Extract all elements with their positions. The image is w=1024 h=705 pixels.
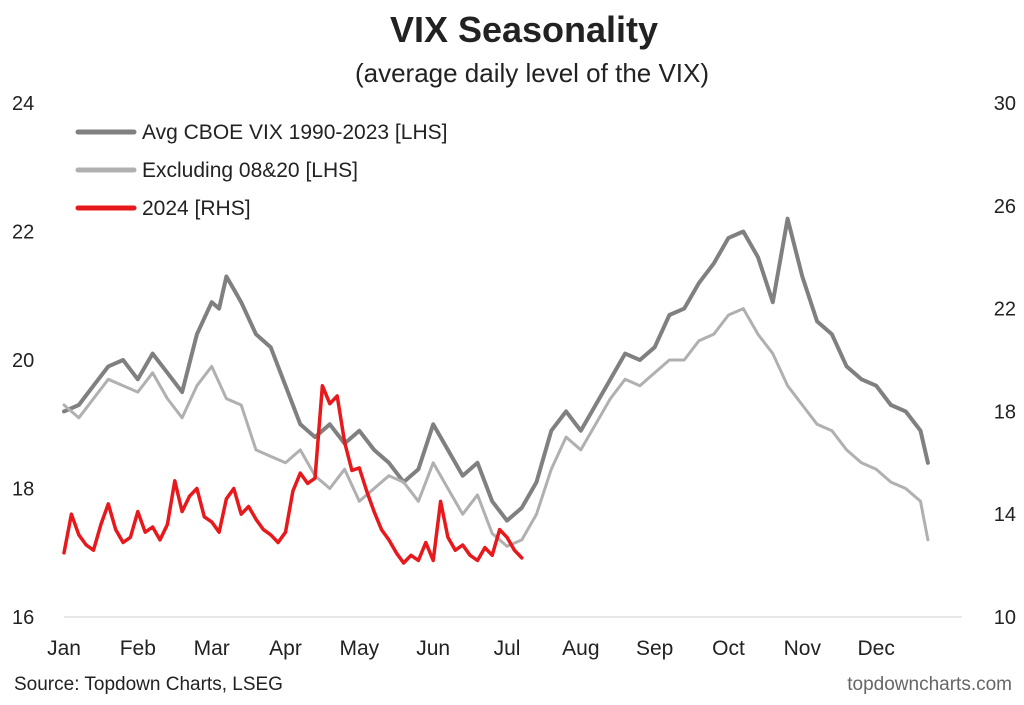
left-axis-tick-label: 18 xyxy=(12,479,34,501)
left-axis-tick-label: 20 xyxy=(12,350,34,372)
chart-title: VIX Seasonality xyxy=(390,9,658,50)
left-axis-tick-label: 24 xyxy=(12,93,34,115)
right-axis-tick-label: 30 xyxy=(994,93,1016,115)
watermark: topdowncharts.com xyxy=(847,674,1012,695)
right-axis-tick-label: 18 xyxy=(994,401,1016,423)
x-axis: Jan Feb Mar Apr May Jun Jul Aug Sep Oct Nov Dec xyxy=(47,616,962,660)
right-axis-tick-label: 10 xyxy=(994,607,1016,629)
x-axis-tick-label: Sep xyxy=(636,637,673,660)
x-axis-tick-label: Mar xyxy=(194,637,230,660)
x-axis-tick-label: May xyxy=(339,637,379,660)
x-axis-tick-label: Dec xyxy=(857,637,894,660)
x-axis-tick-label: Aug xyxy=(562,637,599,660)
legend-label: Avg CBOE VIX 1990-2023 [LHS] xyxy=(142,121,447,144)
legend: Avg CBOE VIX 1990-2023 [LHS] Excluding 08… xyxy=(75,121,447,220)
right-axis: 10 14 18 22 26 30 xyxy=(994,93,1016,629)
chart-subtitle: (average daily level of the VIX) xyxy=(355,58,709,88)
x-axis-tick-label: Feb xyxy=(120,637,156,660)
x-axis-tick-label: Jan xyxy=(47,637,81,660)
x-axis-tick-label: Oct xyxy=(712,637,745,660)
right-axis-tick-label: 22 xyxy=(994,299,1016,321)
left-axis-tick-label: 16 xyxy=(12,607,34,629)
legend-label: Excluding 08&20 [LHS] xyxy=(142,159,358,182)
source-note: Source: Topdown Charts, LSEG xyxy=(14,674,283,695)
right-axis-tick-label: 14 xyxy=(994,504,1016,526)
series-layer xyxy=(62,216,930,565)
series-line-1 xyxy=(62,216,930,523)
series-line-3 xyxy=(62,383,524,565)
left-axis-tick-label: 22 xyxy=(12,222,34,244)
left-axis: 16 18 20 22 24 xyxy=(12,93,34,629)
x-axis-tick-label: Nov xyxy=(784,637,822,660)
legend-label: 2024 [RHS] xyxy=(142,197,251,220)
series-line-2 xyxy=(62,307,930,548)
right-axis-tick-label: 26 xyxy=(994,196,1016,218)
x-axis-tick-label: Jun xyxy=(416,637,450,660)
x-axis-tick-label: Jul xyxy=(494,637,521,660)
x-axis-tick-label: Apr xyxy=(269,637,302,660)
